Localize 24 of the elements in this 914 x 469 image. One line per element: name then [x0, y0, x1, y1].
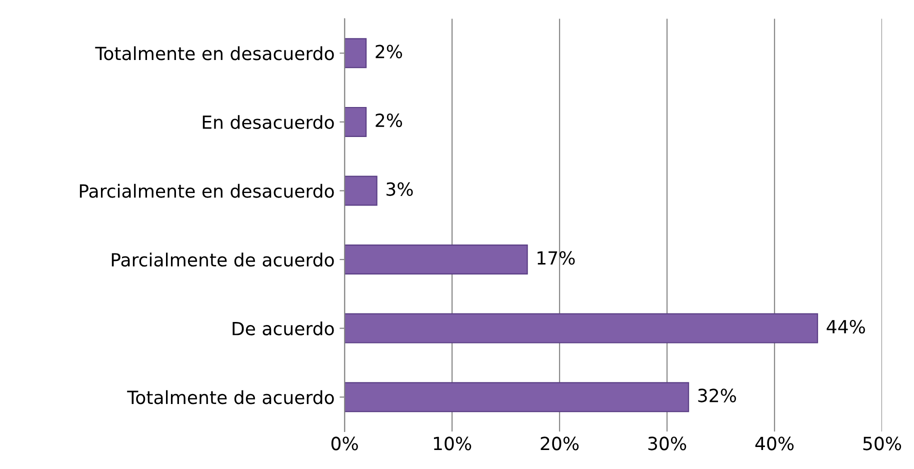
x-tick-label: 50%: [863, 436, 902, 450]
y-tick-label: En desacuerdo: [202, 115, 334, 130]
data-label: 2%: [376, 44, 402, 58]
y-tick-label: Parcialmente en desacuerdo: [80, 184, 334, 198]
data-label: 44%: [826, 320, 865, 334]
bar: [344, 106, 367, 137]
x-tick-label: 30%: [648, 436, 686, 450]
y-tick-label: Totalmente en desacuerdo: [95, 46, 334, 60]
bar: [344, 313, 818, 344]
bar: [344, 382, 690, 412]
y-tick-label: Totalmente de acuerdo: [127, 390, 334, 404]
bar: [344, 176, 378, 206]
x-tick-label: 10%: [434, 436, 472, 450]
x-tick-label: 0%: [331, 436, 358, 450]
y-tick-label: Parcialmente de acuerdo: [112, 252, 334, 267]
x-tick-label: 40%: [755, 436, 794, 450]
x-tick-label: 20%: [540, 436, 579, 450]
data-label: 17%: [538, 251, 575, 265]
y-tick-label: De acuerdo: [232, 321, 334, 336]
data-label: 32%: [698, 388, 736, 402]
data-label: 3%: [386, 182, 413, 196]
bar: [344, 38, 367, 68]
bar: [344, 244, 528, 275]
data-label: 2%: [376, 114, 402, 128]
